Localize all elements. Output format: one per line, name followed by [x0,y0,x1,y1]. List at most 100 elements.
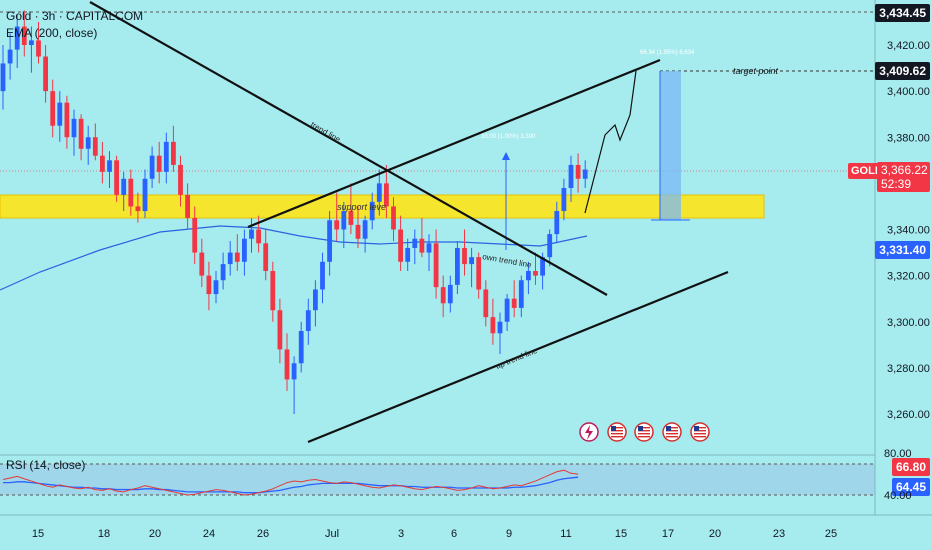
candle [14,15,20,69]
economic-events [607,422,710,442]
symbol-title[interactable]: Gold · 3h · CAPITALCOM [6,9,144,23]
x-tick-label: 9 [506,528,512,540]
candle [391,197,396,242]
candle [412,229,418,265]
x-tick-label: 25 [825,528,837,540]
us-flag-icon[interactable] [607,422,627,442]
candle [57,91,63,142]
candle [29,26,34,73]
us-flag-icon[interactable] [634,422,654,442]
candle [376,169,382,216]
candle [561,178,567,221]
candle [511,280,517,318]
top-price-tag: 3,434.45 [875,4,930,22]
candle [242,229,247,276]
price-axis: 3,420.003,400.003,380.003,360.003,340.00… [887,40,930,421]
target-point-label: target point [733,66,779,76]
x-tick-label: Jul [325,528,339,540]
candle [462,229,467,276]
candle [348,183,354,235]
candle [220,252,226,290]
x-tick-label: 20 [149,528,161,540]
target-measure-box[interactable] [660,71,681,220]
candle [121,171,127,212]
us-flag-icon[interactable] [690,422,710,442]
candle [234,234,240,272]
candle [405,238,411,272]
y-tick-label: 3,400.00 [887,86,930,98]
candle [249,217,254,253]
candle [78,114,84,161]
candle [149,146,155,188]
candle [142,169,148,218]
chart-legend: Gold · 3h · CAPITALCOM EMA (200, close) [6,8,143,42]
us-flag-icon[interactable] [662,422,682,442]
candle [107,151,112,188]
measure-arrow-head [502,152,510,160]
candle [85,125,91,165]
rsi-ma-tag: 64.45 [891,478,930,496]
candle [199,238,205,288]
candle [554,201,560,244]
candle [284,333,290,391]
candle [21,10,27,57]
time-axis: 15 18 20 24 26 Jul 3 6 9 11 15 17 20 23 25 [32,528,837,540]
candle [298,321,304,373]
x-tick-label: 6 [451,528,457,540]
rsi-band [0,464,875,495]
candle [433,229,439,299]
candle [327,211,332,276]
support-zone[interactable] [0,194,765,219]
y-tick-label: 3,320.00 [887,271,930,283]
candle [263,229,269,281]
candle [518,275,524,318]
ema-legend[interactable]: EMA (200, close) [6,26,98,40]
candle [163,132,169,184]
candle [398,215,403,272]
candle [206,261,212,311]
candle [320,252,325,304]
candle [313,280,318,327]
candle [447,275,453,313]
candle [483,280,489,327]
candle [341,201,347,248]
support-level-label: support leve [337,202,386,212]
candle [192,206,198,265]
candle [50,79,56,138]
candle [455,241,460,295]
trend-line-upper[interactable] [247,58,661,229]
up-trend-line[interactable] [307,270,729,444]
rsi-legend[interactable]: RSI (14, close) [6,458,86,472]
dividend-event-icon[interactable] [579,422,599,442]
measure-1-label: 66.34 (1.95%) 6,634 [640,50,695,56]
candle [504,294,510,331]
candle [440,275,446,318]
candle [476,252,482,299]
candle [270,261,276,322]
candle [384,164,389,218]
candle [497,312,503,355]
candle [71,109,77,156]
rsi-80-label: 80.00 [884,448,912,460]
candle [533,252,538,285]
x-tick-label: 15 [615,528,627,540]
price-pane [0,0,875,455]
candle [171,125,176,172]
candle [291,356,297,414]
x-tick-label: 23 [773,528,785,540]
candle [426,234,432,272]
candle [277,298,283,364]
candle [369,192,375,230]
candle [355,206,361,248]
down-trend-line[interactable] [89,1,608,296]
x-tick-label: 24 [203,528,215,540]
candle [128,169,134,216]
candle [305,298,311,345]
candle [178,155,183,207]
candle [100,141,105,184]
candle [490,298,496,345]
candle [227,241,233,276]
x-tick-label: 3 [398,528,404,540]
